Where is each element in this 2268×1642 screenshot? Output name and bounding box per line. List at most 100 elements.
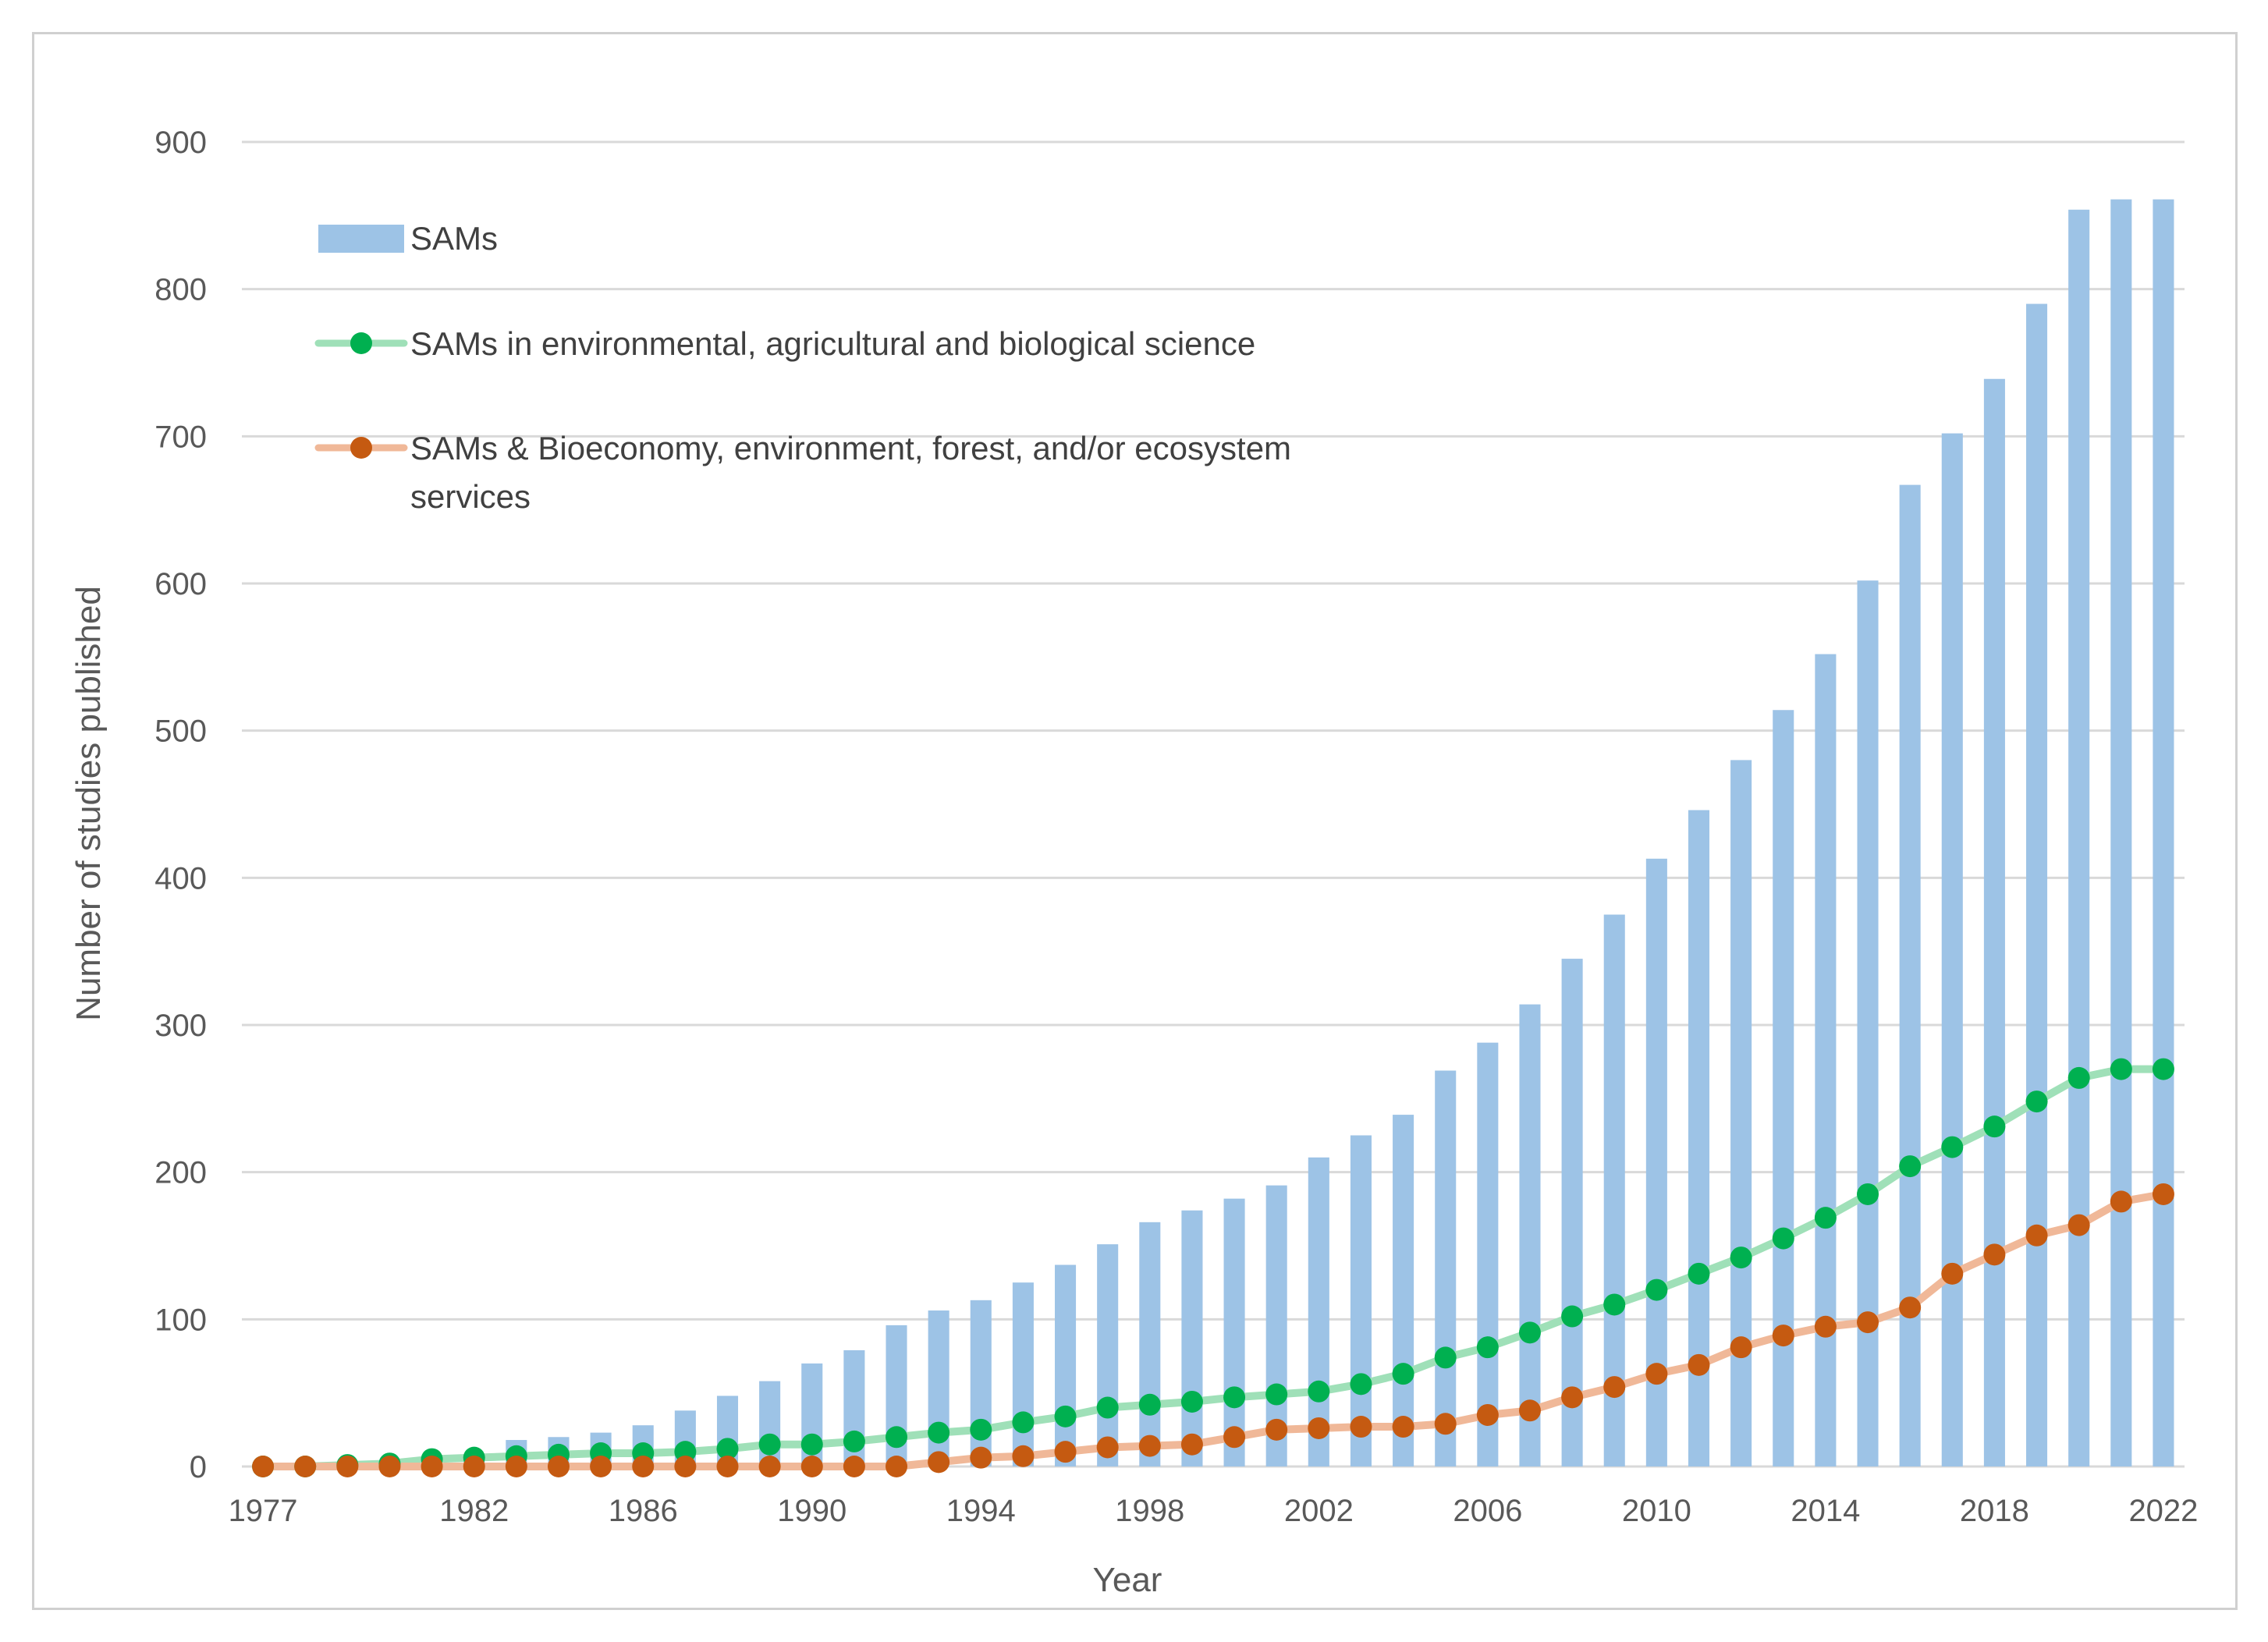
- y-tick-label: 700: [154, 420, 207, 454]
- point-series-2-2000: [1223, 1426, 1246, 1449]
- point-series-1-1995: [1012, 1411, 1035, 1434]
- legend-label-bioeconomy-line1: SAMs & Bioeconomy, environment, forest, …: [410, 430, 1291, 466]
- legend-marker-env: [350, 332, 372, 354]
- x-tick-label: 2006: [1453, 1494, 1522, 1528]
- y-tick-label: 400: [154, 861, 207, 895]
- point-series-1-2004: [1392, 1363, 1414, 1385]
- bar-2017: [1941, 433, 1963, 1466]
- point-series-2-1994: [970, 1446, 992, 1469]
- x-tick-label: 1990: [777, 1494, 847, 1528]
- bar-2005: [1435, 1070, 1457, 1466]
- point-series-2-1987: [674, 1456, 697, 1477]
- line-path-series-1: [259, 1065, 2167, 1470]
- x-tick-label: 2018: [1960, 1494, 2029, 1528]
- point-series-1-1994: [970, 1418, 992, 1441]
- y-tick-label: 600: [154, 567, 207, 601]
- point-series-2-2005: [1434, 1413, 1457, 1435]
- y-tick-label: 800: [154, 273, 207, 307]
- point-series-1-2013: [1772, 1227, 1794, 1250]
- point-series-1-2016: [1899, 1155, 1922, 1178]
- bar-2013: [1773, 710, 1794, 1466]
- point-series-2-2003: [1350, 1416, 1372, 1438]
- point-series-2-1982: [463, 1456, 485, 1477]
- point-series-1-2022: [2152, 1058, 2174, 1080]
- bar-2016: [1899, 484, 1921, 1467]
- point-series-2-1981: [421, 1456, 443, 1477]
- point-series-2-1991: [843, 1456, 865, 1477]
- legend-label-sams: SAMs: [410, 220, 498, 257]
- point-series-1-1990: [800, 1433, 823, 1456]
- point-series-1-2003: [1350, 1373, 1372, 1396]
- point-series-2-1992: [886, 1456, 908, 1477]
- point-series-2-1977: [252, 1456, 275, 1477]
- point-series-1-1998: [1138, 1393, 1161, 1416]
- x-tick-label: 1994: [946, 1494, 1016, 1528]
- bar-2021: [2110, 199, 2132, 1467]
- point-series-1-2010: [1645, 1278, 1668, 1301]
- bar-2000: [1223, 1198, 1245, 1466]
- point-series-1-1992: [886, 1426, 908, 1449]
- point-series-1-2002: [1308, 1380, 1330, 1403]
- x-axis-ticks: 1977 1982 1986 1990 1994 1998 2002 2006 2010 2014…: [229, 1494, 2199, 1528]
- point-series-2-1997: [1096, 1436, 1119, 1459]
- point-series-2-2001: [1265, 1418, 1288, 1441]
- bar-2009: [1603, 914, 1625, 1466]
- point-series-2-1983: [505, 1456, 527, 1477]
- bar-2018: [1983, 378, 2005, 1467]
- bar-1999: [1181, 1210, 1203, 1466]
- bar-2007: [1519, 1004, 1541, 1466]
- bar-2014: [1815, 654, 1837, 1466]
- bar-2003: [1350, 1135, 1372, 1466]
- y-tick-label: 0: [190, 1450, 207, 1484]
- point-series-2-1996: [1054, 1441, 1077, 1463]
- point-series-2-1986: [632, 1456, 655, 1477]
- point-series-2-1984: [547, 1456, 570, 1477]
- legend-marker-bioeconomy: [350, 437, 372, 459]
- point-series-2-1995: [1012, 1445, 1035, 1467]
- point-series-2-1999: [1180, 1433, 1203, 1456]
- point-series-2-1978: [294, 1456, 317, 1477]
- point-series-2-2020: [2067, 1214, 2090, 1236]
- point-series-1-1988: [716, 1438, 739, 1460]
- point-series-1-2005: [1434, 1346, 1457, 1369]
- bar-2022: [2153, 199, 2174, 1467]
- point-series-2-2008: [1561, 1386, 1584, 1409]
- point-series-2-2018: [1983, 1243, 2006, 1266]
- bar-2012: [1730, 760, 1752, 1466]
- y-axis-ticks: 0 100 200 300 400 500 600 700 800 900: [154, 126, 207, 1484]
- point-series-2-1989: [758, 1456, 781, 1477]
- legend-label-env: SAMs in environmental, agricultural and …: [410, 325, 1255, 362]
- point-series-2-2016: [1899, 1296, 1922, 1319]
- bar-1998: [1139, 1222, 1161, 1466]
- x-tick-label: 1982: [439, 1494, 509, 1528]
- point-series-2-2010: [1645, 1363, 1668, 1385]
- bar-1994: [970, 1300, 992, 1466]
- x-tick-label: 1986: [609, 1494, 678, 1528]
- x-tick-label: 1977: [229, 1494, 298, 1528]
- x-tick-label: 2010: [1622, 1494, 1691, 1528]
- point-series-1-1991: [843, 1430, 865, 1452]
- y-tick-label: 900: [154, 126, 207, 160]
- legend-swatch-sams: [318, 225, 404, 253]
- legend: SAMs SAMs in environmental, agricultural…: [314, 220, 1291, 515]
- point-series-2-2006: [1476, 1403, 1499, 1426]
- line-series: [252, 1058, 2174, 1477]
- y-tick-label: 100: [154, 1303, 207, 1337]
- point-series-1-2019: [2025, 1091, 2048, 1113]
- bar-2006: [1477, 1042, 1499, 1466]
- point-series-2-1979: [336, 1456, 359, 1477]
- bar-2020: [2068, 209, 2090, 1467]
- point-series-2-2014: [1814, 1315, 1837, 1338]
- point-series-2-2011: [1688, 1353, 1710, 1376]
- point-series-1-2008: [1561, 1305, 1584, 1328]
- point-series-1-2000: [1223, 1386, 1246, 1409]
- point-series-2-2022: [2152, 1183, 2174, 1205]
- point-series-1-2018: [1983, 1115, 2006, 1138]
- point-series-2-2021: [2110, 1190, 2132, 1213]
- point-series-1-2009: [1603, 1293, 1626, 1316]
- point-series-1-2006: [1476, 1336, 1499, 1359]
- bar-2004: [1393, 1115, 1414, 1466]
- point-series-1-1993: [928, 1421, 950, 1444]
- bar-1997: [1097, 1244, 1119, 1466]
- bar-1995: [1012, 1282, 1034, 1466]
